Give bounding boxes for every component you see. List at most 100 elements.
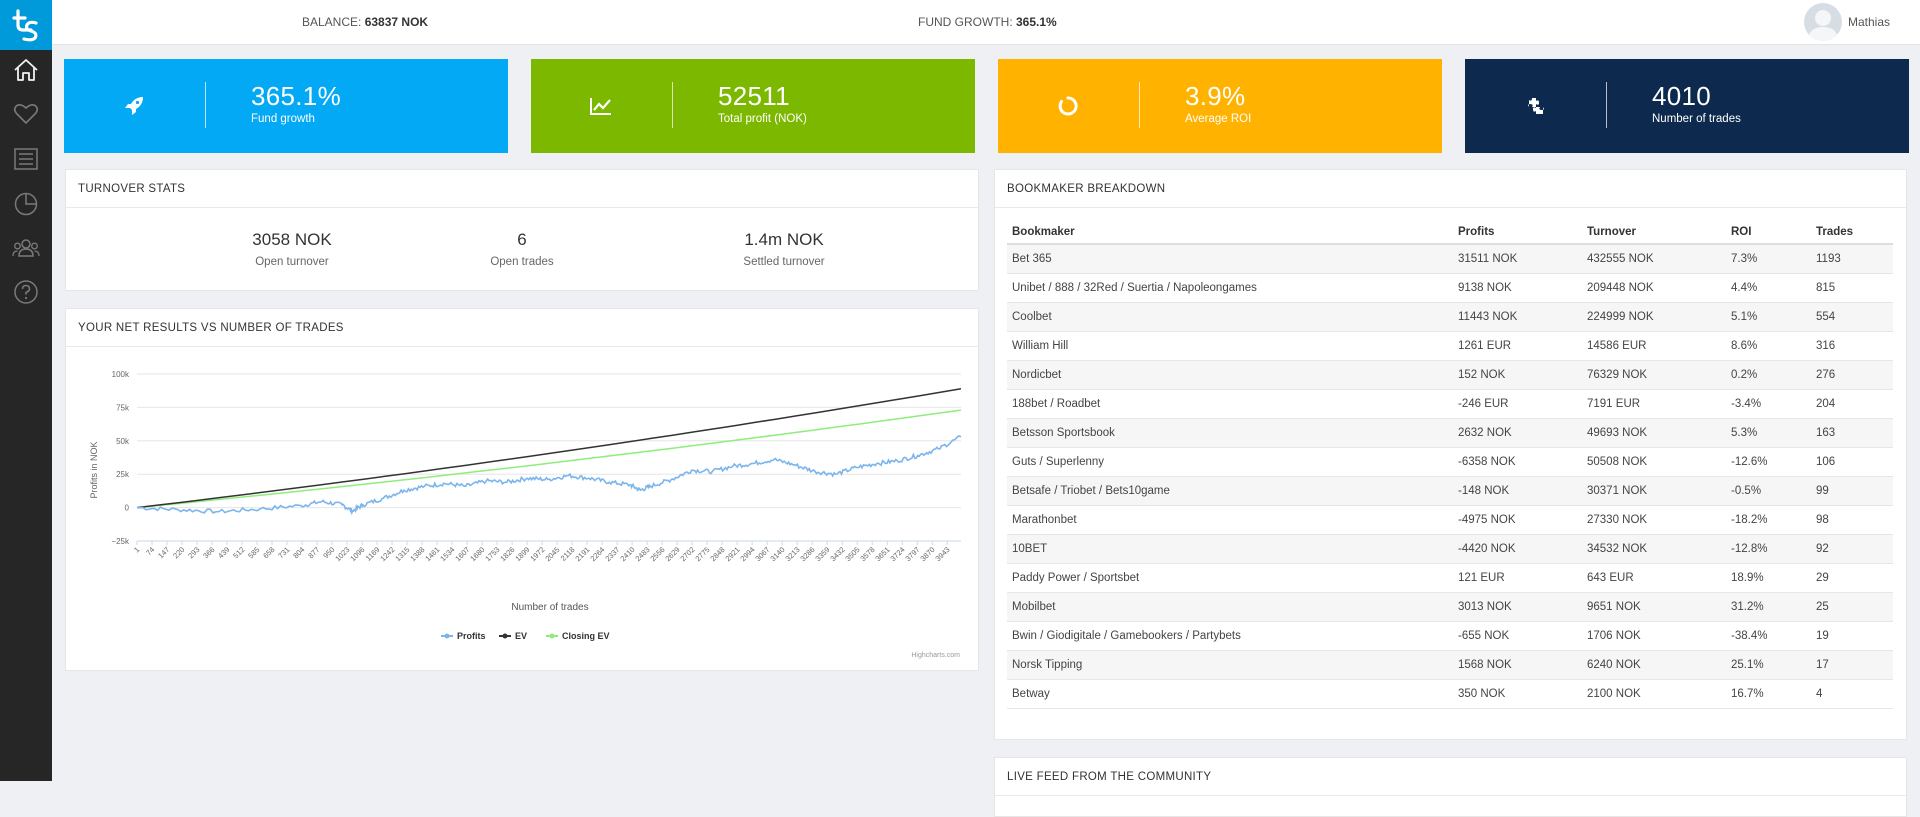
user-menu[interactable]: Mathias (1803, 3, 1890, 41)
col-turnover[interactable]: Turnover (1582, 220, 1726, 245)
brand-logo[interactable] (0, 0, 52, 50)
x-tick-label: 293 (186, 545, 201, 560)
table-row: Bet 365 31511 NOK 432555 NOK 7.3% 1193 (1007, 244, 1893, 274)
col-roi[interactable]: ROI (1726, 220, 1811, 245)
profits-cell: -4420 NOK (1453, 534, 1582, 564)
col-trades[interactable]: Trades (1811, 220, 1893, 245)
roi-cell: 31.2% (1726, 592, 1811, 622)
x-tick-label: 74 (144, 545, 156, 557)
fund-growth-label: FUND GROWTH: (918, 15, 1013, 29)
y-tick-label: 25k (116, 470, 130, 479)
table-row: Betsafe / Triobet / Bets10game -148 NOK 30… (1007, 476, 1893, 506)
x-tick-label: 147 (156, 545, 171, 560)
roi-cell: 4.4% (1726, 273, 1811, 303)
x-tick-label: 1972 (528, 545, 546, 563)
x-tick-label: 2775 (693, 545, 711, 563)
trades-cell: 204 (1811, 389, 1893, 419)
x-tick-label: 1753 (483, 545, 501, 563)
x-tick-label: 1023 (333, 545, 351, 563)
sidebar-item-help[interactable] (12, 278, 40, 306)
x-tick-label: 1899 (513, 545, 531, 563)
x-tick-label: 1242 (378, 545, 396, 563)
x-tick-label: 3432 (828, 545, 846, 563)
x-tick-label: 877 (306, 545, 321, 560)
bookmaker-name: 10BET (1007, 534, 1453, 564)
trades-cell: 815 (1811, 273, 1893, 303)
x-tick-label: 3870 (918, 545, 936, 563)
bookmaker-table: Bookmaker Profits Turnover ROI Trades Be… (1007, 220, 1893, 709)
x-tick-label: 1534 (438, 545, 456, 563)
stat-label: Fund growth (251, 113, 315, 125)
trades-cell: 99 (1811, 476, 1893, 506)
roi-cell: 5.3% (1726, 418, 1811, 448)
x-tick-label: 1461 (423, 545, 441, 563)
bookmaker-name: William Hill (1007, 331, 1453, 361)
sidebar-item-stats[interactable] (12, 190, 40, 218)
home-icon (14, 59, 38, 81)
bookmaker-name: Betsson Sportsbook (1007, 418, 1453, 448)
y-tick-label: 0 (125, 504, 130, 513)
roi-cell: 8.6% (1726, 331, 1811, 361)
stat-value: 4010 (1652, 81, 1712, 111)
sidebar-item-favorites[interactable] (12, 100, 40, 128)
user-name: Mathias (1847, 15, 1890, 29)
table-row: Guts / Superlenny -6358 NOK 50508 NOK -12.6… (1007, 447, 1893, 477)
trades-cell: 316 (1811, 331, 1893, 361)
roi-cell: -12.6% (1726, 447, 1811, 477)
trades-cell: 92 (1811, 534, 1893, 564)
turnover-cell: 34532 NOK (1582, 534, 1726, 564)
turnover-cell: 27330 NOK (1582, 505, 1726, 535)
turnover-cell: 9651 NOK (1582, 592, 1726, 622)
profits-cell: 121 EUR (1453, 563, 1582, 593)
stat-value: 52511 (718, 81, 790, 111)
series-line-closing-ev[interactable] (136, 409, 962, 509)
stat-value: 6 (517, 230, 527, 249)
sidebar-item-list[interactable] (12, 145, 40, 173)
x-tick-label: 2921 (723, 545, 741, 563)
trades-cell: 19 (1811, 621, 1893, 651)
series-line-ev[interactable] (136, 387, 962, 509)
turnover-cell: 14586 EUR (1582, 331, 1726, 361)
x-tick-label: 2337 (603, 545, 621, 563)
col-profits[interactable]: Profits (1453, 220, 1582, 245)
legend-item-profits[interactable]: Profits (441, 631, 486, 641)
x-tick-label: 2483 (633, 545, 651, 563)
trades-cell: 276 (1811, 360, 1893, 390)
stat-value: 1.4m NOK (744, 230, 824, 249)
x-tick-label: 3213 (783, 545, 801, 563)
roi-cell: -3.4% (1726, 389, 1811, 419)
x-tick-label: 512 (231, 545, 246, 560)
table-row: Mobilbet 3013 NOK 9651 NOK 31.2% 25 (1007, 592, 1893, 622)
roi-cell: 25.1% (1726, 650, 1811, 680)
x-tick-label: 2848 (708, 545, 726, 563)
profits-cell: -4975 NOK (1453, 505, 1582, 535)
chart-legend: Profits EV Closing EV (441, 631, 610, 641)
y-tick-label: 50k (116, 437, 130, 446)
x-tick-label: 3578 (858, 545, 876, 563)
trades-cell: 25 (1811, 592, 1893, 622)
x-tick-label: 366 (201, 545, 216, 560)
open-turnover-stat: 3058 NOK Open turnover (192, 230, 392, 268)
x-tick-label: 658 (261, 545, 276, 560)
table-row: 10BET -4420 NOK 34532 NOK -12.8% 92 (1007, 534, 1893, 564)
roi-cell: -0.5% (1726, 476, 1811, 506)
legend-item-closing-ev[interactable]: Closing EV (546, 631, 610, 641)
col-bookmaker[interactable]: Bookmaker (1007, 220, 1453, 245)
legend-item-ev[interactable]: EV (499, 631, 527, 641)
x-tick-label: 1315 (393, 545, 411, 563)
sidebar-item-home[interactable] (12, 56, 40, 84)
pie-chart-icon (14, 192, 38, 216)
x-tick-label: 1096 (348, 545, 366, 563)
turnover-cell: 643 EUR (1582, 563, 1726, 593)
legend-label: EV (515, 631, 527, 641)
sidebar-item-community[interactable] (12, 234, 40, 262)
avatar[interactable] (1803, 3, 1842, 41)
trades-cell: 4 (1811, 679, 1893, 709)
series-line-profits[interactable] (136, 435, 962, 516)
profits-cell: 9138 NOK (1453, 273, 1582, 303)
roi-cell: -38.4% (1726, 621, 1811, 651)
profits-cell: -148 NOK (1453, 476, 1582, 506)
bookmaker-name: Nordicbet (1007, 360, 1453, 390)
profits-cell: -655 NOK (1453, 621, 1582, 651)
